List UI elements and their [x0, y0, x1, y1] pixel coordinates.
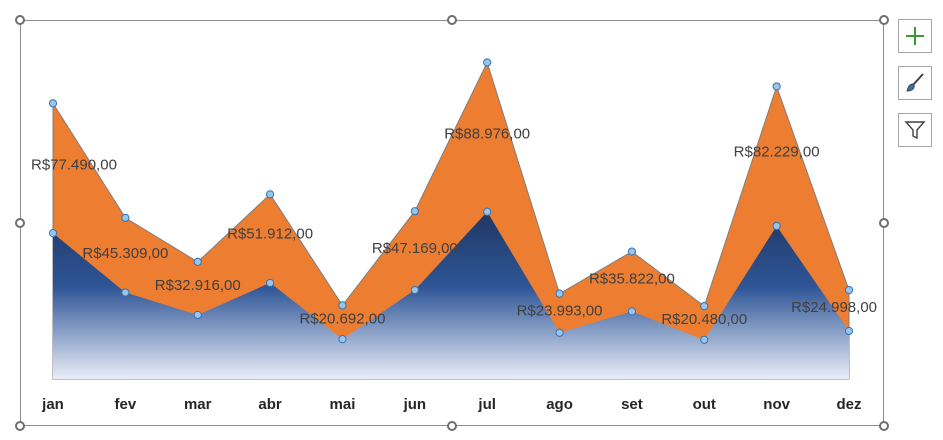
series-2-point-jun[interactable] — [410, 285, 419, 295]
series-2-point-mar[interactable] — [193, 310, 202, 320]
series-1-point-set[interactable] — [627, 247, 637, 256]
x-tick-label-set: set — [621, 396, 643, 413]
x-tick-label-fev: fev — [115, 396, 137, 413]
resize-handle-middle-left[interactable] — [15, 218, 25, 228]
resize-handle-top-center[interactable] — [447, 15, 457, 25]
series-2-point-dez[interactable] — [844, 326, 854, 336]
series-2-point-fev[interactable] — [121, 288, 130, 297]
resize-handle-middle-right[interactable] — [879, 218, 889, 228]
series-2-area[interactable] — [53, 211, 849, 379]
series-1-point-ago[interactable] — [555, 289, 564, 298]
data-label-ago[interactable]: R$23.993,00 — [517, 303, 603, 320]
series-1-point-abr[interactable] — [265, 190, 275, 199]
series-1-point-mai[interactable] — [338, 301, 347, 310]
x-tick-label-mai: mai — [330, 396, 356, 413]
chart-elements-button[interactable] — [898, 19, 932, 53]
data-label-nov[interactable]: R$82.229,00 — [734, 143, 820, 160]
brush-icon — [906, 73, 924, 92]
series-1-point-out[interactable] — [700, 302, 709, 311]
x-tick-label-abr: abr — [258, 396, 282, 413]
series-2-point-ago[interactable] — [555, 328, 564, 337]
series-1-point-jan[interactable] — [48, 99, 58, 108]
data-label-dez[interactable]: R$24.998,00 — [791, 299, 877, 316]
x-tick-label-jul: jul — [477, 396, 496, 413]
resize-handle-top-right[interactable] — [879, 15, 889, 25]
series-2-point-out[interactable] — [700, 335, 709, 344]
resize-handle-top-left[interactable] — [15, 15, 25, 25]
x-tick-label-ago: ago — [546, 396, 573, 413]
data-label-mar[interactable]: R$32.916,00 — [155, 277, 241, 294]
x-tick-label-jan: jan — [41, 396, 64, 413]
data-label-set[interactable]: R$35.822,00 — [589, 271, 675, 288]
series-1-point-jun[interactable] — [410, 207, 419, 216]
series-2-point-nov[interactable] — [772, 221, 781, 231]
resize-handle-bottom-center[interactable] — [447, 421, 457, 431]
series-2-point-mai[interactable] — [338, 335, 347, 344]
resize-handle-bottom-right[interactable] — [879, 421, 889, 431]
area-chart: R$77.490,00 R$45.309,00 R$32.916,00 R$51.91… — [31, 58, 877, 413]
data-label-jan[interactable]: R$77.490,00 — [31, 156, 117, 173]
data-label-fev[interactable]: R$45.309,00 — [82, 245, 168, 262]
x-tick-label-mar: mar — [184, 396, 212, 413]
series-2-point-jul[interactable] — [483, 207, 492, 216]
data-label-jun[interactable]: R$47.169,00 — [372, 240, 458, 257]
series-2-point-set[interactable] — [627, 307, 637, 316]
x-tick-label-jun: jun — [403, 396, 427, 413]
series-1-point-dez[interactable] — [844, 285, 854, 295]
chart-filters-button[interactable] — [898, 113, 932, 147]
series-1-point-fev[interactable] — [121, 213, 130, 222]
plus-icon — [906, 27, 924, 45]
chart-styles-button[interactable] — [898, 66, 932, 100]
data-label-abr[interactable]: R$51.912,00 — [227, 225, 313, 242]
series-2-point-jan[interactable] — [48, 229, 58, 238]
resize-handle-bottom-left[interactable] — [15, 421, 25, 431]
filter-icon — [904, 121, 926, 140]
series-1-point-mar[interactable] — [193, 257, 202, 266]
chart-area[interactable]: R$77.490,00 R$45.309,00 R$32.916,00 R$51.91… — [20, 20, 884, 426]
x-tick-label-out: out — [693, 396, 716, 413]
x-tick-label-dez: dez — [836, 396, 861, 413]
series-1-point-nov[interactable] — [772, 82, 781, 91]
data-label-mai[interactable]: R$20.692,00 — [300, 310, 386, 327]
data-label-jul[interactable]: R$88.976,00 — [444, 125, 530, 142]
data-label-out[interactable]: R$20.480,00 — [661, 311, 747, 328]
x-tick-label-nov: nov — [763, 396, 790, 413]
series-2-point-abr[interactable] — [265, 278, 275, 288]
series-1-point-jul[interactable] — [483, 58, 492, 67]
